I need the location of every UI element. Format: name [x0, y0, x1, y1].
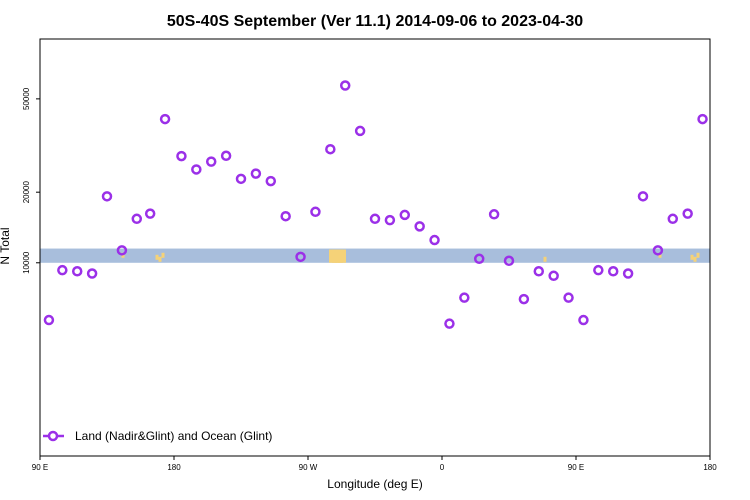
x-tick-label: 180 [703, 463, 717, 472]
data-point [43, 314, 55, 326]
data-point [533, 266, 545, 277]
data-point [280, 210, 291, 222]
data-point [622, 268, 634, 279]
plot-area [40, 80, 710, 329]
data-point [503, 255, 515, 267]
data-point [325, 143, 336, 155]
data-point [578, 314, 589, 326]
data-point [57, 264, 68, 276]
data-point [354, 125, 366, 137]
y-axis: 10000 20000 50000 [22, 87, 40, 274]
data-point [682, 208, 693, 219]
data-point [235, 173, 247, 185]
data-point [310, 206, 321, 218]
data-point [369, 213, 381, 225]
data-point [265, 175, 277, 187]
chart-title: 50S-40S September (Ver 11.1) 2014-09-06 … [167, 13, 583, 30]
data-point [191, 164, 202, 175]
data-point [593, 264, 604, 276]
data-point [607, 266, 619, 277]
land-mark [161, 252, 165, 258]
x-tick-label: 0 [440, 463, 445, 472]
x-tick-label: 90 W [299, 463, 318, 472]
data-point [86, 268, 98, 279]
data-point [71, 266, 83, 277]
data-point [652, 245, 664, 256]
data-point [220, 150, 232, 162]
land-mark [693, 256, 697, 262]
data-point [473, 253, 485, 265]
data-point [414, 221, 425, 232]
data-point [444, 318, 455, 329]
data-point [518, 293, 530, 305]
legend: Land (Nadir&Glint) and Ocean (Glint) [43, 429, 272, 443]
x-tick-label: 90 E [32, 463, 48, 472]
data-point [131, 213, 143, 225]
data-point [697, 113, 708, 125]
land-mark [155, 254, 159, 260]
legend-marker [47, 430, 59, 442]
background-band [40, 248, 710, 263]
legend-label: Land (Nadir&Glint) and Ocean (Glint) [75, 429, 272, 443]
x-tick-label: 90 E [568, 463, 584, 472]
data-point [429, 234, 440, 246]
y-axis-label: N Total [0, 227, 12, 264]
data-point [205, 156, 217, 167]
data-point [667, 213, 679, 225]
x-axis: 90 E 180 90 W 0 90 E 180 [32, 456, 717, 472]
data-point [116, 245, 128, 256]
y-tick-label: 50000 [22, 87, 31, 110]
plot-frame [39, 38, 711, 457]
land-mark [543, 256, 547, 262]
data-point [488, 209, 500, 220]
y-tick-label: 20000 [22, 181, 31, 204]
data-point [339, 80, 351, 91]
land-mark [658, 252, 662, 258]
data-point [637, 191, 649, 202]
data-point [159, 113, 171, 125]
x-tick-label: 180 [167, 463, 181, 472]
land-mark [338, 249, 346, 263]
x-axis-label: Longitude (deg E) [327, 477, 422, 491]
land-mark [690, 254, 694, 260]
data-point [295, 251, 306, 263]
land-mark [696, 252, 700, 258]
data-point [399, 209, 411, 221]
data-point [176, 150, 187, 162]
data-point [384, 214, 396, 226]
data-point [548, 270, 559, 282]
y-tick-label: 10000 [22, 251, 31, 274]
data-point [250, 168, 262, 179]
land-mark [158, 256, 162, 262]
data-point [459, 292, 470, 303]
data-point [563, 292, 574, 303]
data-point [101, 191, 113, 202]
data-point [144, 208, 156, 219]
